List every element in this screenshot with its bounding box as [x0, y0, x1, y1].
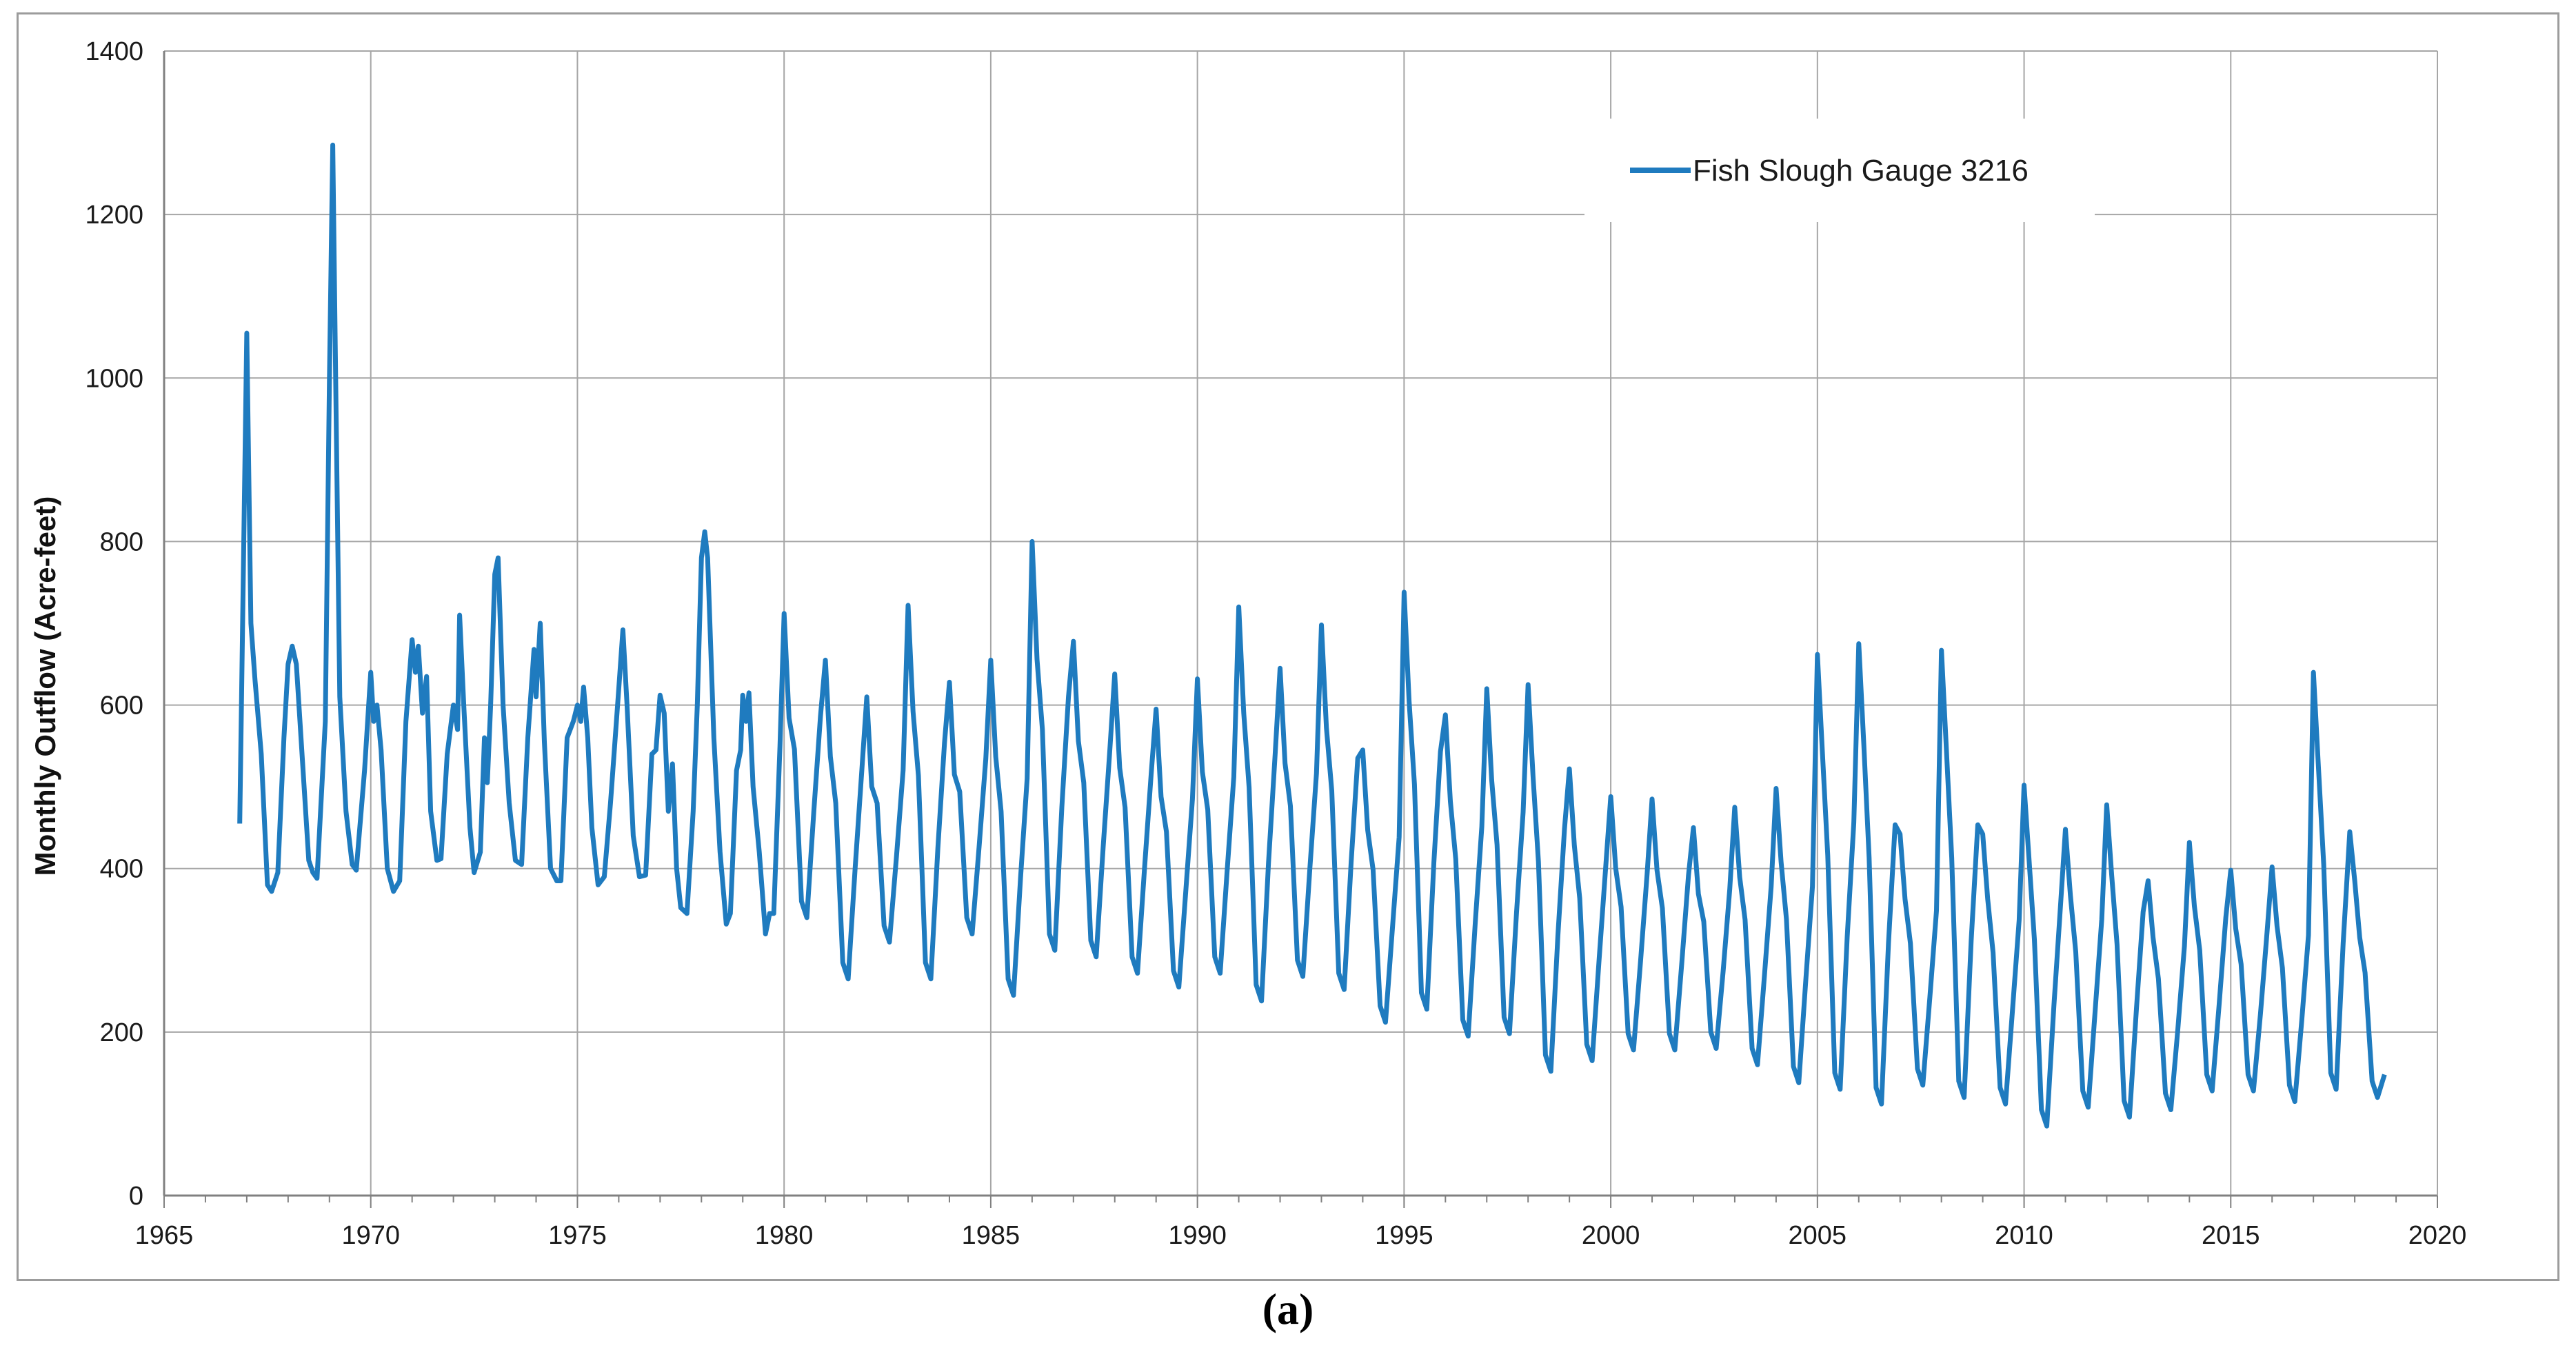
y-tick-label: 200: [100, 1018, 143, 1047]
series-line-fish-slough-gauge-3216: [237, 142, 2387, 1129]
x-tick-label: 1975: [548, 1221, 607, 1250]
axes: [163, 51, 2438, 1208]
x-tick-label: 1985: [962, 1221, 1020, 1250]
y-tick-label: 600: [100, 692, 143, 721]
x-tick-label: 2010: [1995, 1221, 2053, 1250]
tick-labels: 0 200 400 600 800 1000 1200 1400 1965 1970 1975 198…: [85, 37, 2466, 1250]
y-tick-label: 0: [129, 1182, 143, 1211]
legend-label: Fish Slough Gauge 3216: [1693, 154, 2029, 188]
y-tick-label: 1200: [85, 201, 143, 230]
x-tick-label: 2005: [1789, 1221, 1847, 1250]
chart-frame: [17, 12, 2559, 1281]
y-tick-label: 1400: [85, 37, 143, 66]
panel-label: (a): [1262, 1284, 1314, 1333]
x-tick-label: 2000: [1582, 1221, 1640, 1250]
x-tick-label: 1980: [755, 1221, 814, 1250]
y-axis-title: Monthly Outflow (Acre-feet): [29, 496, 61, 876]
y-tick-label: 1000: [85, 364, 143, 393]
x-tick-label: 1970: [341, 1221, 400, 1250]
x-tick-label: 1965: [135, 1221, 194, 1250]
x-tick-label: 2020: [2408, 1221, 2467, 1250]
x-tick-label: 1995: [1375, 1221, 1433, 1250]
x-tick-label: 2015: [2202, 1221, 2260, 1250]
series-layer: [237, 142, 2387, 1129]
y-tick-label: 400: [100, 855, 143, 884]
legend: Fish Slough Gauge 3216: [1584, 119, 2095, 222]
y-tick-label: 800: [100, 527, 143, 556]
x-tick-label: 1990: [1168, 1221, 1227, 1250]
